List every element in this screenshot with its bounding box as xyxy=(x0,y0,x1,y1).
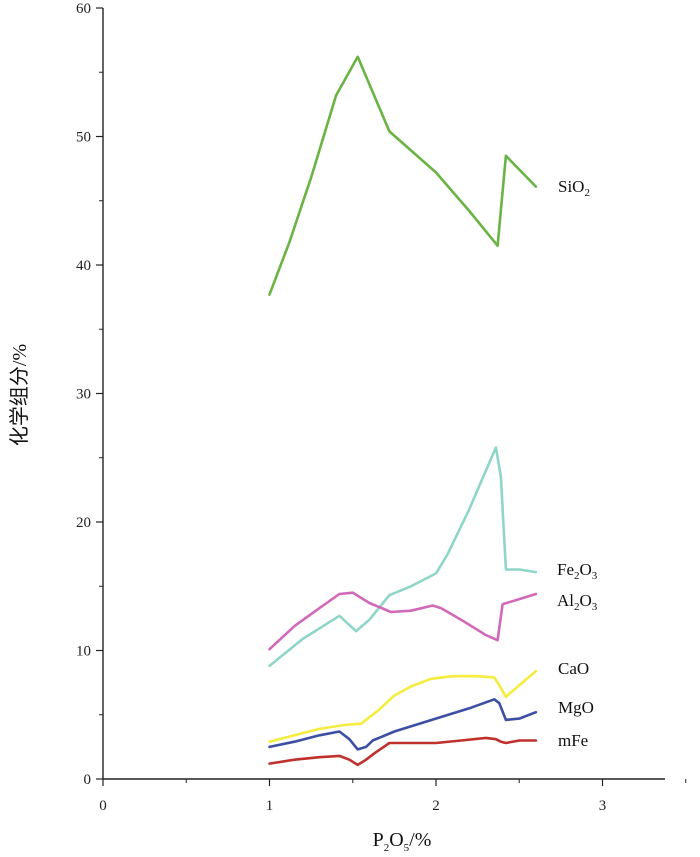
x-tick-label: 0 xyxy=(99,798,107,814)
series-line-Al2O3 xyxy=(268,591,538,651)
series-label-mFe: mFe xyxy=(558,731,588,750)
series-label-CaO: CaO xyxy=(558,659,589,678)
y-tick-label: 40 xyxy=(76,258,91,274)
series-line-CaO xyxy=(268,669,538,744)
x-tick-label: 2 xyxy=(432,798,440,814)
series-label-Al2O3: Al2O3 xyxy=(557,591,598,613)
x-tick-label: 3 xyxy=(599,798,607,814)
y-tick-label: 30 xyxy=(76,387,91,403)
series-labels: SiO2 Fe2O3 Al2O3 CaO MgO mFe xyxy=(557,177,598,750)
ticks: 0 10 20 30 40 50 60 0 1 2 3 xyxy=(76,1,687,814)
series-label-SiO2: SiO2 xyxy=(558,177,590,199)
series-line-SiO2 xyxy=(268,55,538,296)
series-line-Fe2O3 xyxy=(268,446,538,668)
series-label-MgO: MgO xyxy=(558,698,594,717)
y-tick-label: 10 xyxy=(76,644,91,660)
series-line-MgO xyxy=(268,697,538,751)
series-lines xyxy=(268,55,538,767)
y-axis-label: 化学组分/% xyxy=(8,344,31,446)
x-axis-label: P2O5/% xyxy=(373,829,432,854)
x-tick-label: 1 xyxy=(266,798,274,814)
y-tick-label: 20 xyxy=(76,515,91,531)
series-line-mFe xyxy=(268,736,538,767)
y-tick-label: 50 xyxy=(76,130,91,146)
y-tick-label: 60 xyxy=(76,1,91,17)
y-tick-label: 0 xyxy=(84,772,92,788)
series-label-Fe2O3: Fe2O3 xyxy=(557,560,598,582)
